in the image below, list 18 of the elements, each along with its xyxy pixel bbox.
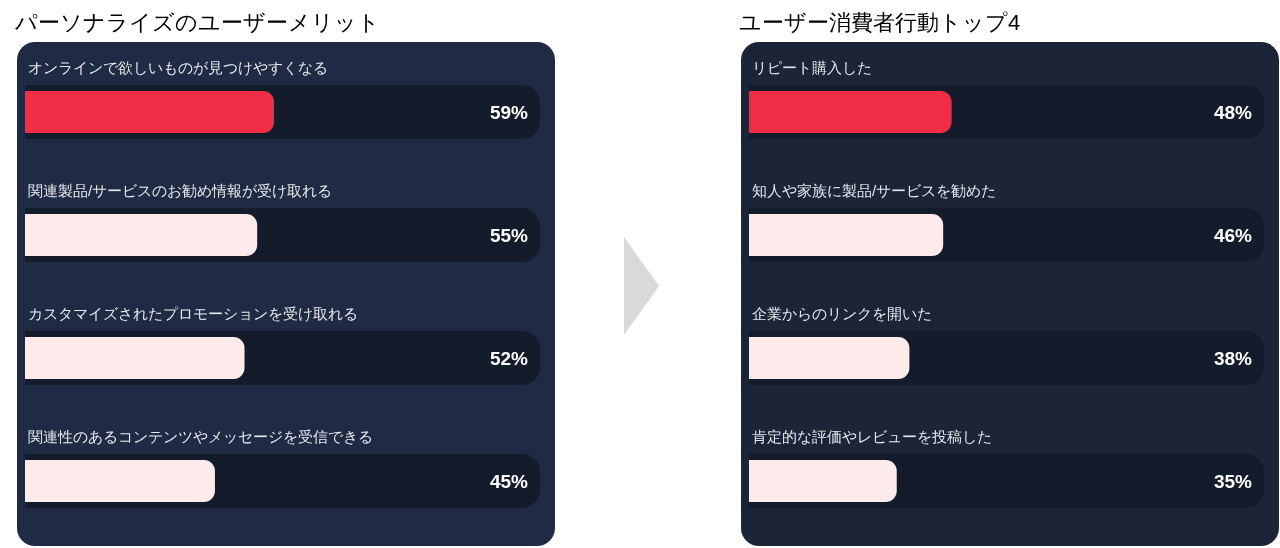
title: パーソナライズのユーザーメリット: [15, 10, 380, 35]
data-label: 38%: [1213, 347, 1252, 369]
category-label: 関連製品/サービスのお勧め情報が受け取れる: [28, 181, 333, 199]
category-label: 企業からのリンクを開いた: [752, 304, 932, 322]
category-label: リピート購入した: [752, 58, 872, 76]
category-label: カスタマイズされたプロモーションを受け取れる: [28, 304, 358, 322]
category-label: 知人や家族に製品/サービスを勧めた: [752, 181, 997, 199]
category-label: 関連性のあるコンテンツやメッセージを受信できる: [28, 427, 373, 445]
data-label: 46%: [1213, 224, 1252, 246]
data-label: 35%: [1213, 470, 1252, 492]
data-label: 45%: [489, 470, 528, 492]
data-label: 55%: [489, 224, 528, 246]
title: ユーザー消費者行動トップ4: [739, 10, 1021, 35]
data-label: 48%: [1213, 101, 1252, 123]
category-label: 肯定的な評価やレビューを投稿した: [752, 427, 992, 445]
category-label: オンラインで欲しいものが見つけやすくなる: [28, 58, 328, 76]
data-label: 59%: [489, 101, 528, 123]
data-label: 52%: [489, 347, 528, 369]
